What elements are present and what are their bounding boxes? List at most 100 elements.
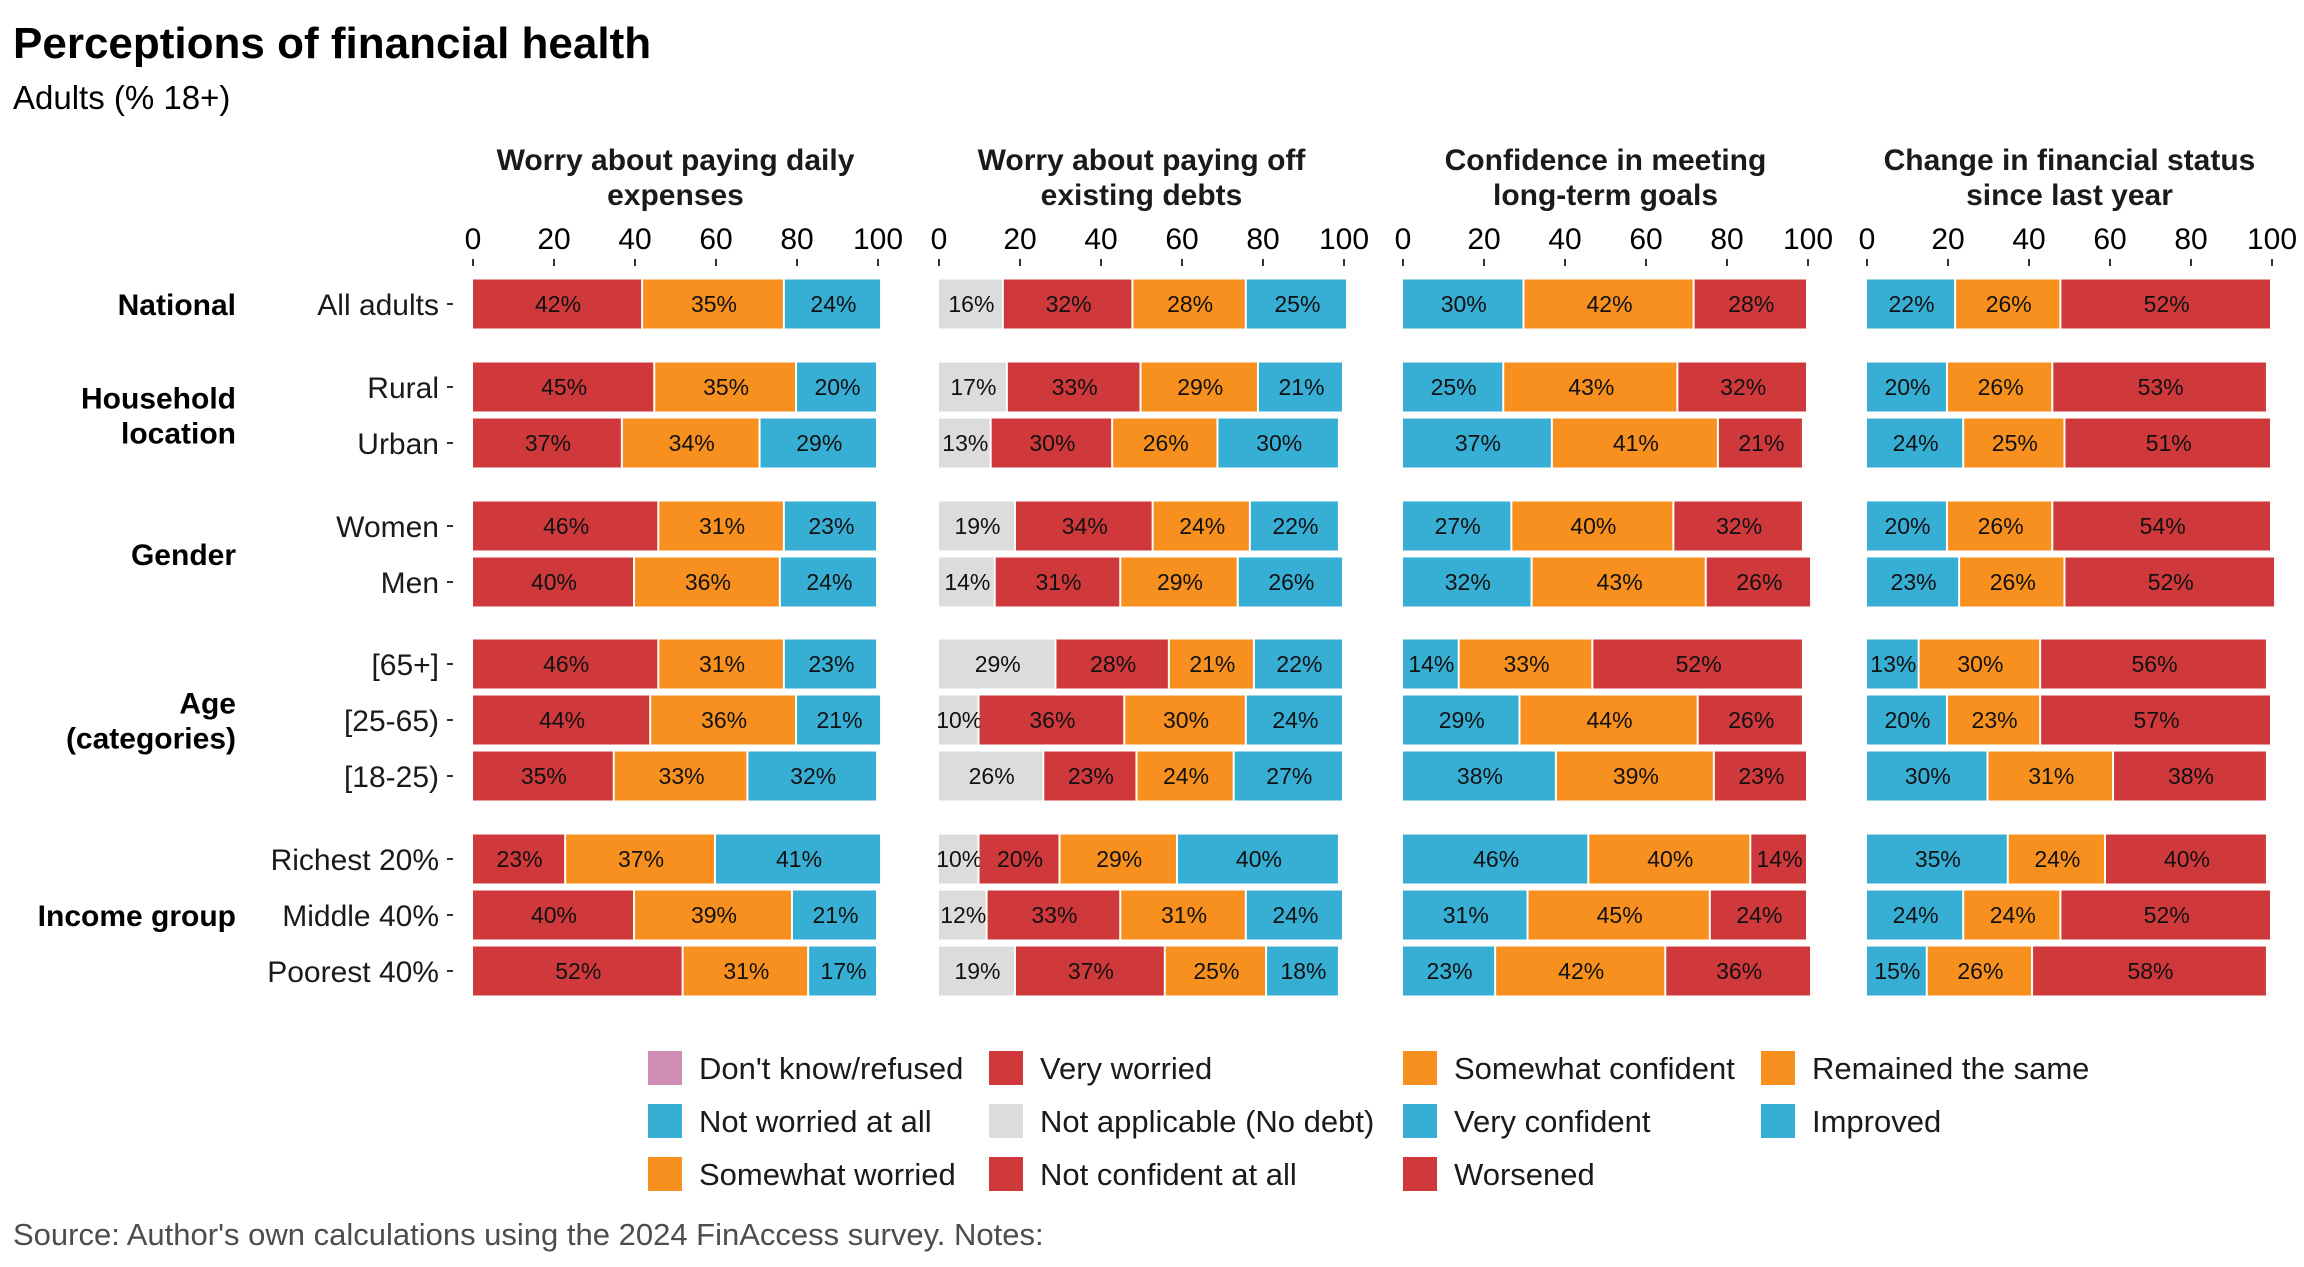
bar-segment: [939, 890, 986, 940]
bar-segment: [1121, 890, 1245, 940]
group-label: Income group: [38, 900, 236, 933]
bar-label: 24%: [1272, 902, 1318, 928]
bar-label: 25%: [1193, 958, 1239, 984]
bar-segment: [614, 751, 747, 801]
bar-segment: [1867, 501, 1946, 551]
bar-segment: [1165, 946, 1266, 996]
bar-segment: [939, 834, 978, 884]
bar-label: 24%: [1179, 513, 1225, 539]
x-tick-label: 100: [853, 223, 903, 256]
bar-label: 39%: [1613, 763, 1659, 789]
bar-label: 51%: [2146, 430, 2192, 456]
x-tick-label: 60: [2093, 223, 2126, 256]
x-tick-label: 80: [1710, 223, 1743, 256]
bar-segment: [651, 695, 795, 745]
x-tick-label: 80: [2174, 223, 2207, 256]
bar-segment: [1714, 751, 1806, 801]
bar-label: 25%: [1274, 291, 1320, 317]
bar-segment: [1960, 557, 2064, 607]
bar-label: 32%: [790, 763, 836, 789]
bar-label: 24%: [1736, 902, 1782, 928]
bar-label: 46%: [1473, 846, 1519, 872]
x-tick-label: 20: [1003, 223, 1036, 256]
bar-label: 31%: [699, 651, 745, 677]
legend: Don't know/refused Not worried at all Some…: [648, 1051, 2089, 1192]
bar-segment: [1234, 751, 1342, 801]
row-label: [18-25): [344, 761, 439, 794]
bar-segment: [1125, 695, 1245, 745]
group-label: Household: [81, 383, 236, 416]
bar-segment: [659, 501, 783, 551]
bar-label: 14%: [1408, 651, 1454, 677]
bar-label: 36%: [1716, 958, 1762, 984]
bar-segment: [1246, 279, 1347, 329]
bar-label: 37%: [1068, 958, 1114, 984]
bar-label: 54%: [2140, 513, 2186, 539]
bar-label: 32%: [1445, 569, 1491, 595]
bar-label: 24%: [2034, 846, 2080, 872]
legend-label: Somewhat worried: [699, 1157, 956, 1192]
bar-label: 24%: [1893, 430, 1939, 456]
bar-segment: [1666, 946, 1811, 996]
bar-label: 28%: [1728, 291, 1774, 317]
bar-segment: [1015, 946, 1164, 996]
bar-label: 24%: [1990, 902, 2036, 928]
panel-title: Worry about paying daily: [497, 144, 855, 177]
row-label: Middle 40%: [282, 900, 439, 933]
bar-segment: [1141, 362, 1257, 412]
bar-label: 40%: [1647, 846, 1693, 872]
row-label: [25-65): [344, 705, 439, 738]
bar-segment: [1964, 890, 2060, 940]
bar-segment: [1056, 639, 1168, 689]
bar-segment: [1258, 362, 1342, 412]
bar-segment: [716, 834, 881, 884]
bar-label: 32%: [1720, 374, 1766, 400]
bar-segment: [1403, 695, 1519, 745]
bar-segment: [1552, 418, 1717, 468]
x-tick-label: 0: [1395, 223, 1412, 256]
bar-segment: [1015, 501, 1152, 551]
bar-segment: [643, 279, 783, 329]
bar-label: 36%: [685, 569, 731, 595]
x-tick-label: 100: [1783, 223, 1833, 256]
bar-segment: [1528, 890, 1709, 940]
bar-label: 24%: [1163, 763, 1209, 789]
bar-segment: [1267, 946, 1338, 996]
legend-label: Very worried: [1040, 1051, 1212, 1086]
bar-segment: [1403, 639, 1458, 689]
bar-segment: [1403, 834, 1588, 884]
row-label: Poorest 40%: [267, 956, 439, 989]
legend-label: Remained the same: [1812, 1051, 2089, 1086]
bar-segment: [1403, 279, 1523, 329]
bar-label: 29%: [1439, 707, 1485, 733]
bar-segment: [473, 751, 613, 801]
bar-label: 52%: [1676, 651, 1722, 677]
bar-segment: [1060, 834, 1176, 884]
group-label: National: [118, 289, 236, 322]
bar-label: 33%: [1504, 651, 1550, 677]
x-tick-label: 80: [780, 223, 813, 256]
bar-segment: [1121, 557, 1237, 607]
bar-segment: [1238, 557, 1342, 607]
bar-segment: [2105, 834, 2266, 884]
bar-label: 31%: [1161, 902, 1207, 928]
bar-segment: [2053, 501, 2270, 551]
bar-segment: [1867, 557, 1959, 607]
bar-label: 13%: [942, 430, 988, 456]
bar-segment: [1496, 946, 1665, 996]
bar-segment: [1403, 890, 1527, 940]
bar-segment: [1751, 834, 1806, 884]
bar-label: 20%: [1884, 513, 1930, 539]
bar-label: 26%: [969, 763, 1015, 789]
bar-label: 40%: [1236, 846, 1282, 872]
bar-label: 13%: [1870, 651, 1916, 677]
bar-label: 17%: [950, 374, 996, 400]
x-tick-label: 60: [699, 223, 732, 256]
bar-segment: [780, 557, 876, 607]
bar-label: 57%: [2134, 707, 2180, 733]
chart-title: Perceptions of financial health: [13, 19, 651, 68]
bar-segment: [473, 279, 642, 329]
